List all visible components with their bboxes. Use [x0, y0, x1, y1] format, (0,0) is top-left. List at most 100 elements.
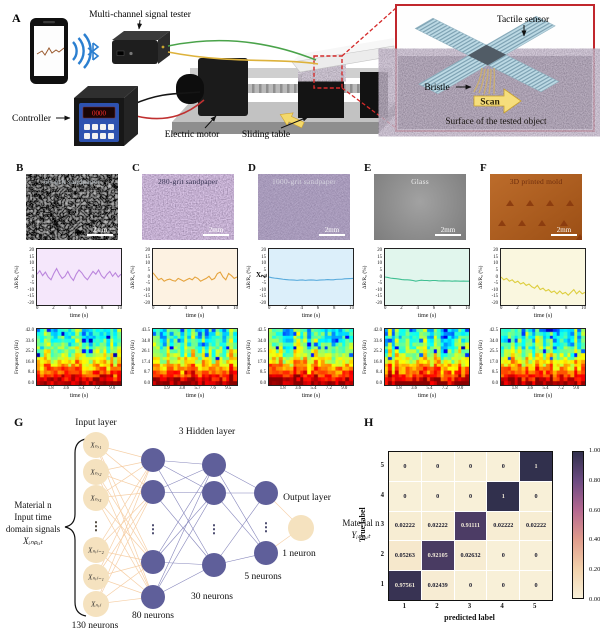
smartphone: [30, 18, 68, 84]
confusion-cell: 0.02222: [487, 511, 520, 541]
hidden-neuron: [254, 481, 278, 505]
tick-label: 10: [29, 261, 34, 267]
top-plate: [291, 45, 395, 73]
tick-label: 34.0: [489, 338, 498, 344]
tick-label: 9.0: [457, 386, 464, 391]
plot-area: [152, 248, 238, 306]
x-ticks: 0 2 4 6 8 10: [152, 306, 238, 313]
tick-label: 42.5: [257, 328, 266, 333]
motor-label: Electric motor: [165, 130, 220, 140]
tick-label: 6: [548, 306, 552, 311]
confusion-cell: 0: [520, 481, 552, 511]
scale-bar: 2mm: [203, 226, 229, 236]
input-neuron: [83, 564, 109, 590]
tick-label: 0.0: [28, 380, 34, 386]
confusion-cell: 0.02222: [389, 511, 421, 541]
tick-label: 1.9: [163, 386, 170, 391]
spectrogram: Frequency (Hz) 42.5 34.0 25.5 17.0 8.5 0.0 1.…: [246, 328, 354, 402]
tick-label: 8: [216, 306, 220, 311]
panel-letter: D: [248, 162, 256, 174]
photo-label: 60-grit sandpaper: [43, 177, 101, 186]
confusion-cell: 0: [520, 571, 552, 600]
input-node-label: Xₙ,ₗ₋₂: [87, 547, 104, 554]
panel-letter: B: [16, 162, 24, 174]
tick-label: 17.0: [257, 359, 266, 365]
tick-label: -15: [375, 294, 382, 300]
motor-bracket: [198, 58, 248, 116]
tick-label: 15: [145, 254, 150, 260]
controller-device: 0000: [74, 86, 138, 146]
tick-label: 10: [117, 306, 122, 311]
tick-label: -20: [491, 301, 498, 306]
confusion-cell: 0.97561: [389, 571, 421, 600]
tick-label: 5.7: [194, 386, 201, 391]
tick-label: 8: [448, 306, 452, 311]
sensor-label: Tactile sensor: [497, 15, 550, 25]
x-ticks: 0 2 4 6 8 10: [500, 306, 586, 313]
tick-label: 4: [300, 306, 303, 311]
panel-h-letter: H: [364, 415, 374, 429]
tick-label: 0.60: [589, 506, 600, 514]
zoom-inset: Scan Tactile sensor Bristle Surface of t…: [395, 4, 595, 132]
y-ticks: 20 15 10 5 0 -5 -10 -15 -20: [487, 248, 500, 306]
tick-label: 6: [200, 306, 204, 311]
scan-arrow: Scan: [473, 88, 522, 114]
hidden-layer-label: 3 Hidden layer: [178, 427, 236, 437]
tick-label: 8: [100, 306, 104, 311]
y-axis-label: Frequency (Hz): [14, 340, 20, 374]
confusion-cell: 0.92105: [421, 541, 454, 571]
display-value: 0000: [92, 110, 107, 118]
tick-label: -15: [143, 294, 150, 300]
tick-label: 33.6: [373, 338, 382, 344]
y-axis-label: ΔR/R₀ (%): [130, 265, 136, 289]
tick-label: 6: [432, 306, 436, 311]
tick-label: 2: [284, 306, 287, 311]
plot-area: [384, 248, 470, 306]
confusion-cell: 0.02222: [520, 511, 552, 541]
y-axis-label: ΔR/R₀ (%): [14, 265, 20, 289]
tick-label: -20: [259, 301, 266, 306]
y-axis-label: Frequency (Hz): [478, 340, 484, 374]
tester-label: Multi-channel signal tester: [89, 10, 192, 20]
y-axis-label: Frequency (Hz): [362, 340, 368, 374]
y-ticks: 42.5 34.0 25.5 17.0 8.5 0.0: [487, 328, 500, 386]
tick-label: 3.6: [295, 386, 302, 391]
tick-label: 7.6: [209, 386, 216, 391]
spectrogram: Frequency (Hz) 42.5 34.0 25.5 17.0 8.5 0.0 1.…: [478, 328, 586, 402]
photo-glass: Glass 2mm: [374, 174, 466, 240]
x-axis-label: time (s): [185, 313, 205, 319]
tick-label: 25.2: [25, 349, 34, 355]
tick-label: 20: [377, 248, 382, 253]
tick-label: 0: [268, 306, 271, 311]
confusion-cell: 0: [520, 541, 552, 571]
tick-label: 42.0: [25, 328, 34, 333]
tick-label: -5: [262, 281, 266, 287]
tick-label: 6: [84, 306, 88, 311]
tick-label: -10: [143, 287, 150, 293]
tick-label: 0.0: [260, 380, 266, 386]
tick-label: 1.8: [395, 386, 402, 391]
tick-label: 1: [402, 603, 406, 610]
tick-label: 42.0: [373, 328, 382, 333]
x-axis-label: time (s): [417, 393, 437, 399]
y-axis-label: ΔR/R₀ (%): [362, 265, 368, 289]
tick-label: 4: [184, 306, 187, 311]
tick-label: 17.0: [489, 359, 498, 365]
tick-label: 5: [147, 267, 150, 273]
confusion-cell: 0.05263: [389, 541, 421, 571]
sample-column-b: B 60-grit sandpaper 2mm ΔR/R₀ (%) 20 15 10…: [14, 160, 127, 413]
tick-label: 25.5: [257, 349, 266, 355]
hidden-neuron: [202, 481, 226, 505]
controller-label: Controller: [12, 114, 52, 124]
tick-label: 25.2: [373, 349, 382, 355]
plot-area: Xₙ,ₗ: [256, 248, 354, 306]
y-ticks: 5 4 3 2 1: [374, 451, 384, 599]
hidden-neuron: [254, 541, 278, 565]
tick-label: 5: [532, 603, 537, 610]
neurons-h3: 5 neurons: [244, 572, 282, 582]
spectrogram-image: [500, 328, 586, 386]
output-neuron: [288, 515, 314, 541]
tick-label: 15: [261, 254, 266, 260]
hidden-neuron: [141, 480, 165, 504]
